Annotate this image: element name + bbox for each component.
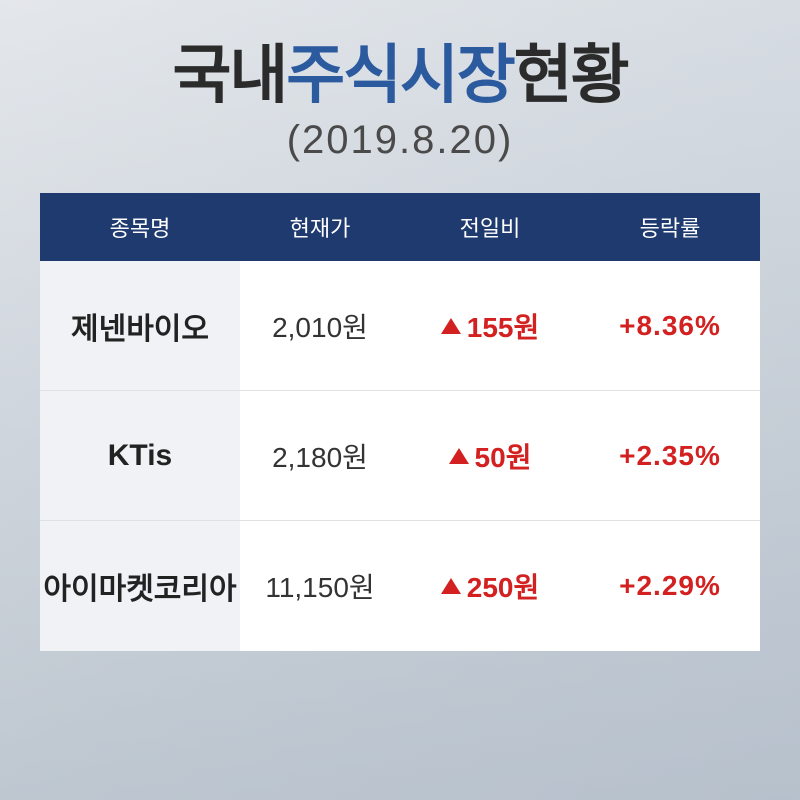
date-label: (2019.8.20): [172, 118, 627, 163]
stock-pct: +2.29%: [580, 570, 760, 602]
stock-price: 11,150원: [240, 566, 400, 606]
stock-name: 아이마켓코리아: [40, 521, 240, 651]
table-row: KTis 2,180원 50원 +2.35%: [40, 391, 760, 521]
change-value: 155원: [467, 306, 539, 346]
stock-pct: +2.35%: [580, 440, 760, 472]
stock-change: 50원: [400, 436, 580, 476]
stock-change: 155원: [400, 306, 580, 346]
up-arrow-icon: [449, 448, 469, 464]
stock-name: 제넨바이오: [40, 261, 240, 390]
title-part1: 국내: [172, 39, 286, 111]
title-accent: 주식시장: [286, 39, 514, 111]
page-title: 국내주식시장현황: [172, 40, 627, 110]
header-pct: 등락률: [580, 211, 760, 243]
title-part2: 현황: [514, 39, 628, 111]
change-value: 250원: [467, 566, 539, 606]
title-block: 국내주식시장현황 (2019.8.20): [172, 40, 627, 163]
stock-name: KTis: [40, 391, 240, 520]
header-name: 종목명: [40, 211, 240, 243]
table-row: 아이마켓코리아 11,150원 250원 +2.29%: [40, 521, 760, 651]
header-price: 현재가: [240, 211, 400, 243]
stock-table: 종목명 현재가 전일비 등락률 제넨바이오 2,010원 155원 +8.36%…: [40, 193, 760, 651]
up-arrow-icon: [441, 318, 461, 334]
stock-price: 2,180원: [240, 436, 400, 476]
up-arrow-icon: [441, 578, 461, 594]
table-row: 제넨바이오 2,010원 155원 +8.36%: [40, 261, 760, 391]
table-header: 종목명 현재가 전일비 등락률: [40, 193, 760, 261]
main-container: 국내주식시장현황 (2019.8.20) 종목명 현재가 전일비 등락률 제넨바…: [0, 0, 800, 800]
change-value: 50원: [475, 436, 532, 476]
stock-pct: +8.36%: [580, 310, 760, 342]
stock-price: 2,010원: [240, 306, 400, 346]
header-change: 전일비: [400, 211, 580, 243]
stock-change: 250원: [400, 566, 580, 606]
